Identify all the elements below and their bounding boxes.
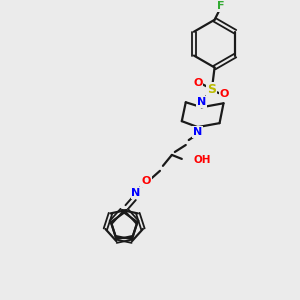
Text: N: N — [197, 97, 206, 107]
Text: F: F — [217, 1, 224, 11]
Text: O: O — [193, 78, 202, 88]
Text: N: N — [131, 188, 141, 198]
Text: S: S — [207, 83, 216, 96]
Text: N: N — [193, 127, 202, 137]
Text: O: O — [220, 89, 229, 99]
Text: OH: OH — [194, 155, 211, 165]
Text: O: O — [141, 176, 151, 186]
